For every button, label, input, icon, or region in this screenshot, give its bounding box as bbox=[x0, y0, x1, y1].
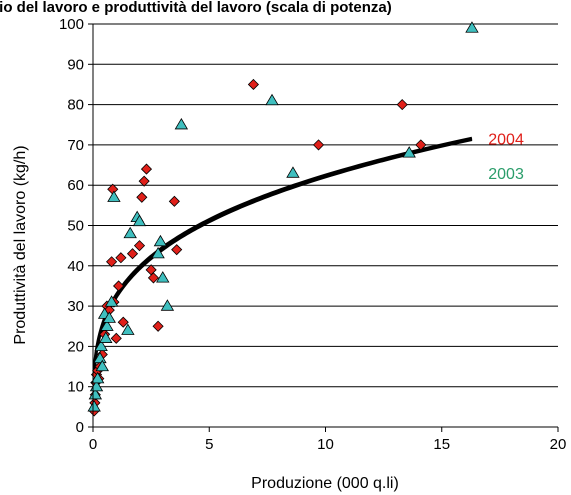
point-2003 bbox=[104, 295, 119, 307]
grid-lines bbox=[93, 23, 558, 388]
y-tick-label: 60 bbox=[67, 177, 84, 194]
point-2004 bbox=[115, 252, 127, 264]
point-2003 bbox=[151, 246, 165, 259]
chart-title: gio del lavoro e produttività del lavoro… bbox=[0, 0, 392, 16]
point-2003 bbox=[100, 319, 114, 331]
point-2003 bbox=[88, 387, 103, 400]
point-2004 bbox=[106, 256, 118, 268]
x-tick-label: 20 bbox=[550, 436, 567, 453]
point-2003 bbox=[94, 339, 108, 352]
point-2003 bbox=[286, 166, 300, 178]
point-2003 bbox=[402, 146, 416, 158]
point-2003 bbox=[102, 311, 116, 323]
point-2003 bbox=[265, 93, 279, 106]
y-tick-label: 100 bbox=[59, 16, 84, 33]
y-tick-label: 80 bbox=[67, 97, 84, 114]
x-axis-label: Produzione (000 q.li) bbox=[251, 475, 399, 492]
y-tick-label: 30 bbox=[67, 298, 84, 315]
point-2004 bbox=[126, 248, 139, 260]
y-tick-label: 40 bbox=[67, 258, 84, 275]
x-tick-label: 0 bbox=[89, 436, 97, 453]
point-2004 bbox=[171, 244, 183, 256]
point-2004 bbox=[312, 139, 325, 151]
point-2003 bbox=[156, 271, 170, 283]
y-tick-label: 0 bbox=[76, 419, 84, 436]
y-tick-label: 50 bbox=[67, 218, 84, 235]
point-2004 bbox=[147, 272, 160, 284]
point-2004 bbox=[152, 320, 164, 332]
point-2003 bbox=[160, 299, 175, 311]
point-2004 bbox=[396, 99, 408, 111]
series-label-2004: 2004 bbox=[488, 131, 524, 148]
point-2004 bbox=[140, 163, 153, 175]
point-2003 bbox=[174, 117, 189, 130]
point-2004 bbox=[168, 195, 180, 207]
x-tick-label: 5 bbox=[205, 436, 213, 453]
point-2004 bbox=[113, 280, 125, 292]
y-tick-label: 90 bbox=[67, 56, 84, 73]
point-2003 bbox=[465, 21, 479, 33]
y-tick-label: 10 bbox=[67, 379, 84, 396]
point-2004 bbox=[247, 78, 259, 91]
point-2003 bbox=[121, 323, 135, 335]
point-2003 bbox=[95, 359, 109, 372]
point-2003 bbox=[99, 331, 113, 343]
y-tick-label: 20 bbox=[67, 338, 84, 355]
point-2003 bbox=[90, 371, 105, 384]
point-2004 bbox=[133, 240, 146, 252]
x-tick-label: 10 bbox=[317, 436, 334, 453]
point-2004 bbox=[117, 316, 129, 328]
point-2004 bbox=[110, 332, 122, 344]
y-tick-label: 70 bbox=[67, 137, 84, 154]
x-tick-label: 15 bbox=[433, 436, 450, 453]
point-2003 bbox=[132, 214, 147, 227]
point-2004 bbox=[415, 139, 427, 151]
data-points bbox=[87, 21, 479, 417]
point-2003 bbox=[153, 234, 168, 247]
tick-labels: 0 10 20 30 40 50 60 70 80 90 100 0 5 10 15 20 bbox=[59, 16, 566, 453]
point-2004 bbox=[136, 191, 148, 203]
trendline-2003 bbox=[92, 136, 473, 370]
point-2003 bbox=[93, 351, 107, 364]
point-2004 bbox=[138, 175, 150, 187]
y-axis-label: Produttività del lavoro (kg/h) bbox=[12, 145, 29, 344]
axes bbox=[88, 23, 559, 432]
trendlines bbox=[92, 136, 473, 372]
point-2003 bbox=[123, 226, 137, 239]
series-label-2003: 2003 bbox=[488, 166, 524, 183]
point-2004 bbox=[145, 264, 157, 276]
point-2003 bbox=[107, 190, 121, 202]
point-2003 bbox=[87, 400, 101, 412]
